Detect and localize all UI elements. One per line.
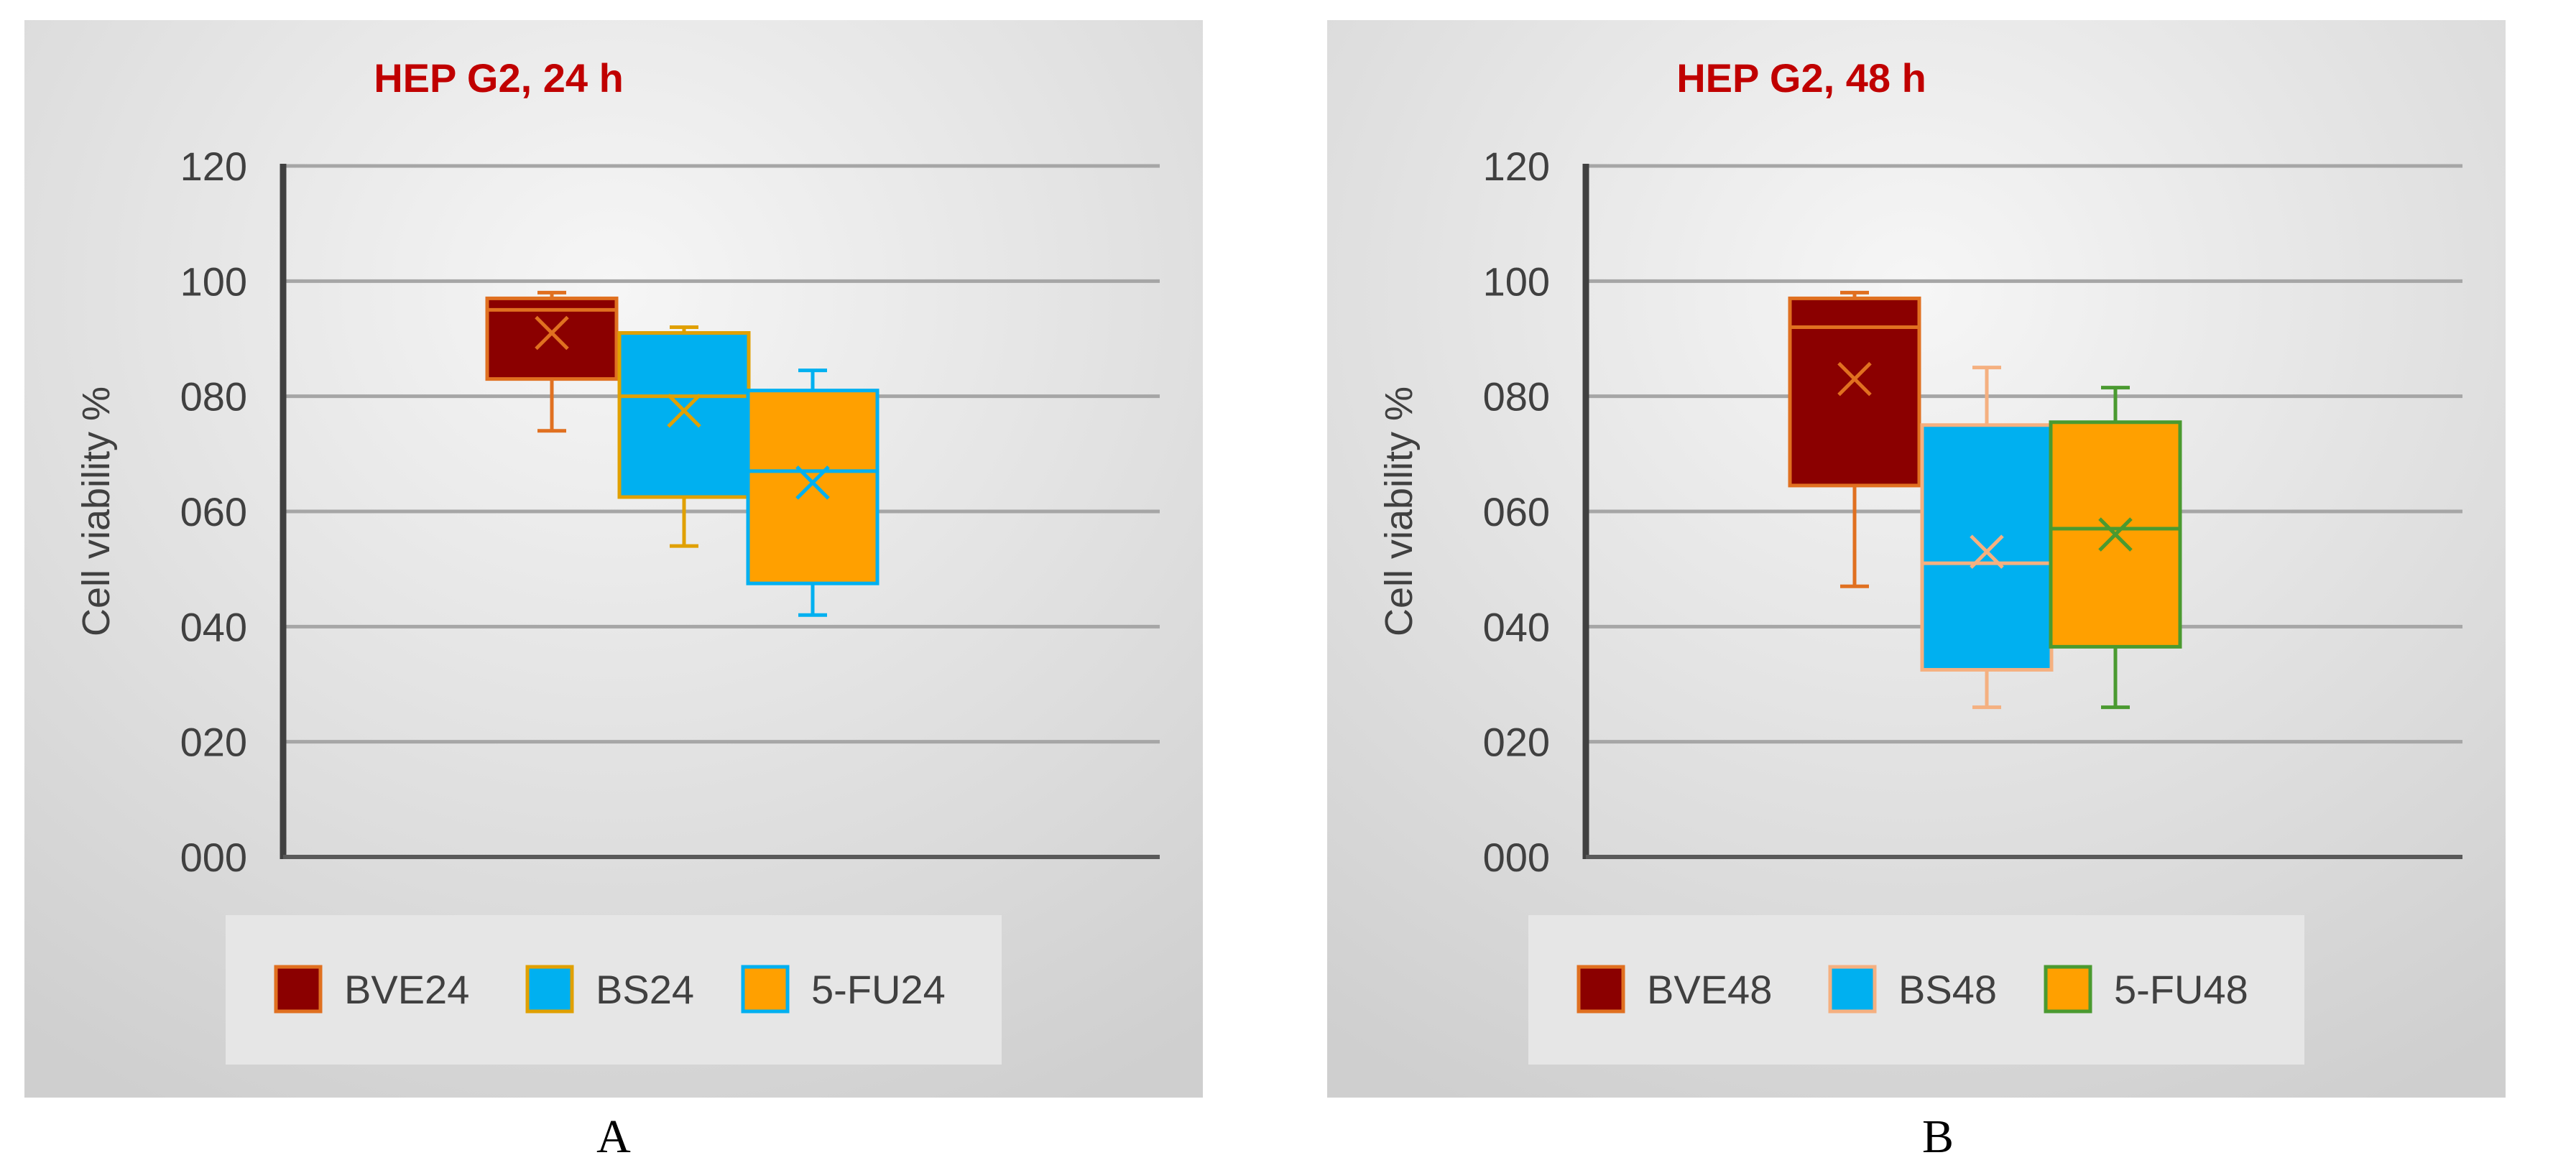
y-tick-label: 120 bbox=[1483, 144, 1550, 189]
legend-swatch-bs48 bbox=[1828, 965, 1877, 1014]
legend-swatch-5-fu24 bbox=[741, 965, 790, 1014]
y-tick-label: 080 bbox=[1483, 374, 1550, 419]
box-bs48 bbox=[1920, 423, 2054, 672]
box-group-bs24 bbox=[617, 325, 751, 548]
legend-label-5-fu24: 5-FU24 bbox=[811, 967, 946, 1012]
mean-marker bbox=[535, 315, 569, 351]
mean-marker bbox=[1837, 361, 1872, 397]
legend-label-bs48: BS48 bbox=[1898, 967, 1997, 1012]
legend-swatch-bve24 bbox=[274, 965, 323, 1014]
mean-marker bbox=[667, 393, 701, 428]
y-tick-label: 120 bbox=[180, 144, 247, 189]
chart-panel-a: HEP G2, 24 h 000 020 040 060 080 100 120 Cell vi… bbox=[24, 20, 1203, 1098]
box-group-5-fu48 bbox=[2049, 386, 2182, 710]
y-tick-label: 080 bbox=[180, 374, 247, 419]
box-bve24 bbox=[485, 296, 619, 381]
chart-panel-b: HEP G2, 48 h 000 020 040 060 080 100 120 Cell vi… bbox=[1327, 20, 2506, 1098]
mean-marker bbox=[795, 465, 830, 500]
chart-title: HEP G2, 48 h bbox=[1676, 55, 1926, 101]
legend-label-bve48: BVE48 bbox=[1647, 967, 1772, 1012]
y-axis-label: Cell viability % bbox=[1377, 386, 1421, 636]
mean-marker bbox=[2098, 517, 2133, 552]
mean-marker bbox=[1970, 534, 2004, 569]
legend-swatch-bs24 bbox=[525, 965, 574, 1014]
box-5-fu24 bbox=[746, 389, 880, 585]
legend-background bbox=[226, 915, 1002, 1065]
chart-b-svg: HEP G2, 48 h 000 020 040 060 080 100 120 Cell vi… bbox=[1327, 20, 2506, 1098]
legend-label-bs24: BS24 bbox=[596, 967, 694, 1012]
box-group-bs48 bbox=[1920, 366, 2054, 710]
y-tick-label: 100 bbox=[180, 259, 247, 304]
legend: BVE48 BS48 5-FU48 bbox=[1528, 915, 2304, 1065]
legend-swatch-bve48 bbox=[1576, 965, 1625, 1014]
y-tick-label: 020 bbox=[180, 720, 247, 765]
box-group-5-fu24 bbox=[746, 368, 880, 617]
y-tick-label: 040 bbox=[1483, 604, 1550, 649]
box-group-bve24 bbox=[485, 290, 619, 433]
y-tick-label: 000 bbox=[180, 835, 247, 880]
y-tick-label: 060 bbox=[1483, 489, 1550, 534]
y-tick-label: 060 bbox=[180, 489, 247, 534]
panel-label-a: A bbox=[596, 1111, 631, 1163]
y-axis-label: Cell viability % bbox=[75, 386, 118, 636]
y-tick-label: 100 bbox=[1483, 259, 1550, 304]
legend-background bbox=[1528, 915, 2304, 1065]
y-tick-label: 040 bbox=[180, 604, 247, 649]
chart-title: HEP G2, 24 h bbox=[374, 55, 624, 101]
panel-label-b: B bbox=[1921, 1111, 1954, 1163]
legend: BVE24 BS24 5-FU24 bbox=[226, 915, 1002, 1065]
box-bs24 bbox=[617, 330, 751, 499]
y-tick-label: 000 bbox=[1483, 835, 1550, 880]
legend-label-bve24: BVE24 bbox=[344, 967, 469, 1012]
legend-swatch-5-fu48 bbox=[2044, 965, 2092, 1014]
box-bve48 bbox=[1788, 296, 1921, 488]
chart-a-svg: HEP G2, 24 h 000 020 040 060 080 100 120 Cell vi… bbox=[24, 20, 1203, 1098]
y-tick-label: 020 bbox=[1483, 720, 1550, 765]
box-group-bve48 bbox=[1788, 290, 1921, 588]
legend-label-5-fu48: 5-FU48 bbox=[2114, 967, 2248, 1012]
